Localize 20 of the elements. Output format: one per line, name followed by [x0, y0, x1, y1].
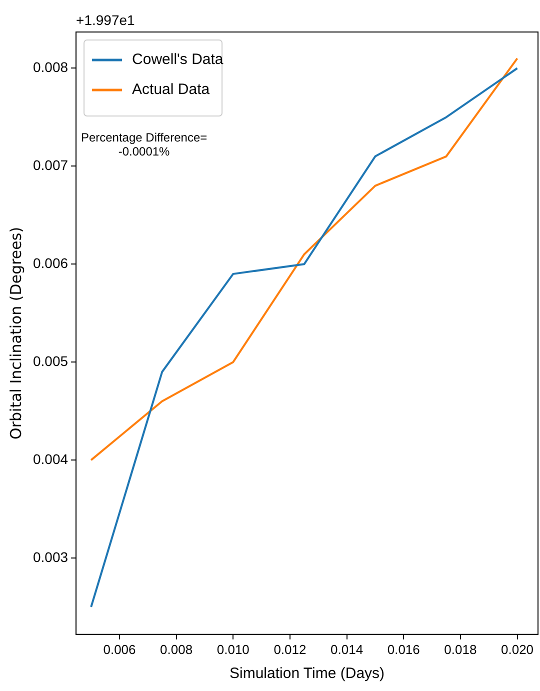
legend-label: Actual Data — [132, 81, 210, 98]
legend-label: Cowell's Data — [132, 51, 224, 68]
x-tick-label: 0.018 — [444, 642, 477, 657]
y-tick-label: 0.007 — [32, 157, 68, 174]
y-tick-label: 0.003 — [32, 548, 68, 565]
text: +1.997e1 — [76, 12, 136, 28]
x-axis-title: Simulation Time (Days) — [229, 665, 385, 682]
x-tick-label: 0.016 — [387, 642, 420, 657]
y-tick-label: 0.004 — [32, 450, 68, 467]
y-axis-title: Orbital Inclination (Degrees) — [6, 226, 25, 440]
x-tick-label: 0.006 — [103, 642, 136, 657]
x-tick-label: 0.010 — [216, 642, 250, 657]
x-tick-label: 0.020 — [500, 642, 534, 657]
annotation: Percentage Difference= -0.0001% — [80, 130, 208, 158]
y-tick-label: 0.008 — [32, 59, 68, 76]
y-tick-label: 0.006 — [32, 255, 68, 272]
x-tick-label: 0.012 — [274, 642, 306, 657]
y-tick-label: 0.005 — [32, 352, 68, 369]
x-tick-label: 0.014 — [330, 642, 364, 657]
x-tick-label: 0.008 — [160, 642, 193, 657]
